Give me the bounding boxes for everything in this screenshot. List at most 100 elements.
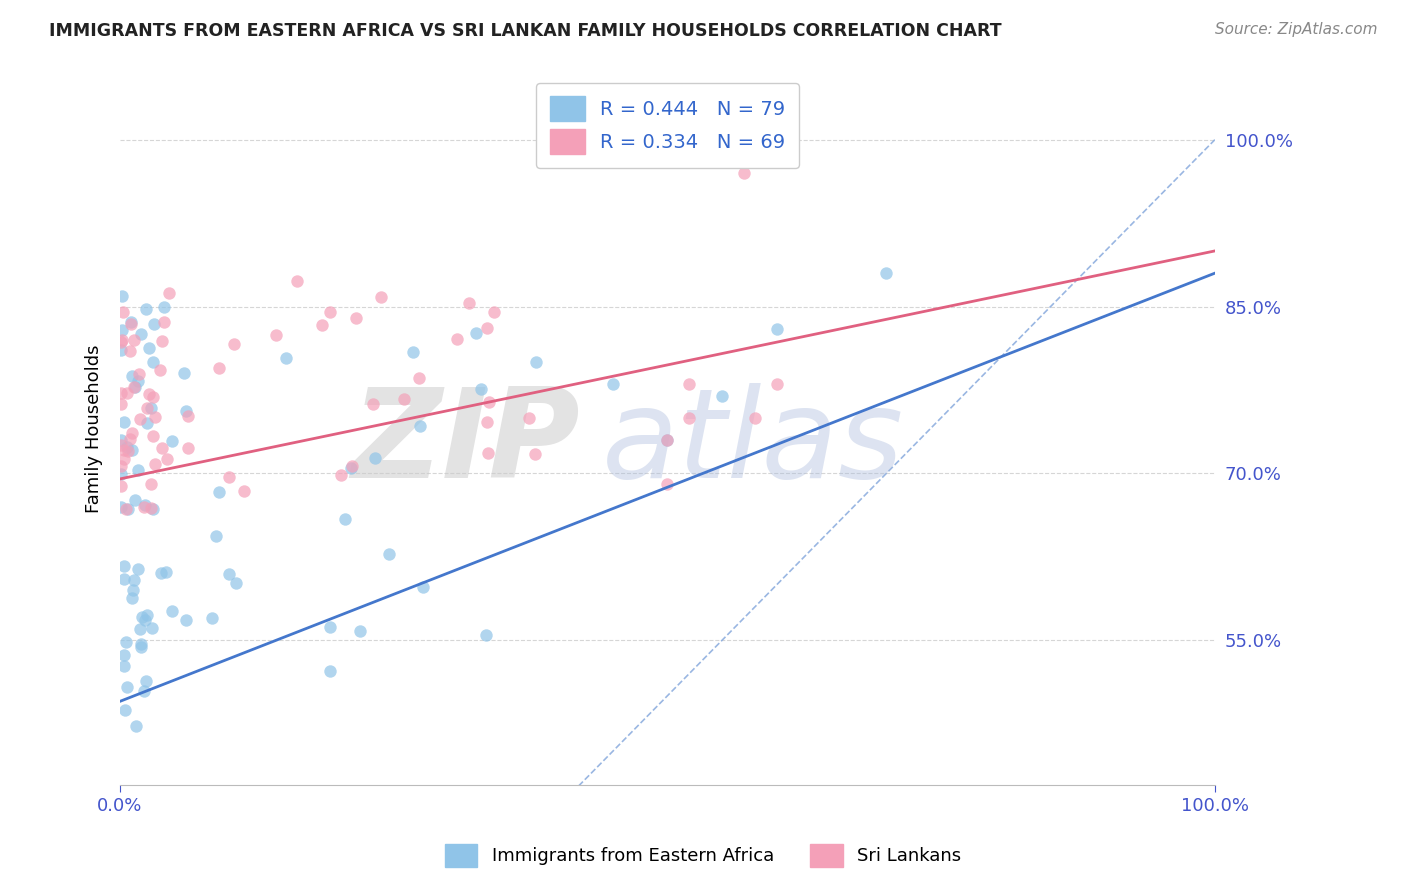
Point [129,636,152,650]
Point [131,610,153,624]
Point [122,582,145,597]
Point [112,416,135,430]
Point [157,286,180,301]
Point [120,318,142,332]
Point [143,457,166,471]
Point [225,575,247,590]
Point [142,429,165,443]
Point [264,328,287,343]
Point [110,479,132,493]
Point [149,363,172,377]
Point [141,621,163,635]
Point [115,385,138,400]
Point [349,624,371,639]
Point [134,683,156,698]
Point [114,648,136,663]
Point [364,450,387,465]
Point [233,484,256,499]
Point [177,409,200,423]
Point [129,326,152,341]
Point [128,367,150,381]
Point [657,433,679,447]
Point [177,441,200,455]
Point [744,410,766,425]
Point [124,492,146,507]
Point [766,322,789,336]
Point [120,432,142,446]
Point [150,334,173,349]
Point [136,608,159,623]
Point [311,318,333,332]
Point [111,323,134,337]
Point [112,305,135,319]
Point [733,166,755,180]
Point [319,305,342,319]
Point [121,591,143,606]
Point [118,344,141,359]
Point [134,613,156,627]
Point [111,289,134,303]
Text: atlas: atlas [602,383,904,504]
Point [139,401,162,416]
Point [378,547,401,561]
Point [657,433,679,447]
Point [524,446,547,460]
Point [678,377,700,392]
Point [141,500,163,515]
Point [482,305,505,319]
Point [470,382,492,396]
Point [117,680,139,694]
Point [402,345,425,359]
Point [125,719,148,733]
Point [134,500,156,514]
Point [153,315,176,329]
Point [142,354,165,368]
Point [173,367,195,381]
Point [153,300,176,314]
Point [340,461,363,475]
Point [142,317,165,331]
Point [110,397,132,411]
Point [110,467,132,481]
Point [218,567,240,582]
Point [129,640,152,655]
Point [110,433,132,447]
Point [205,529,228,543]
Point [875,266,897,280]
Legend: R = 0.444   N = 79, R = 0.334   N = 69: R = 0.444 N = 79, R = 0.334 N = 69 [536,83,799,168]
Point [142,391,165,405]
Point [408,370,430,384]
Point [135,301,157,316]
Point [112,572,135,586]
Point [142,501,165,516]
Point [766,377,789,392]
Point [122,573,145,587]
Point [156,451,179,466]
Point [711,388,734,402]
Point [174,613,197,627]
Point [129,622,152,636]
Point [110,343,132,357]
Point [201,611,224,625]
Point [285,274,308,288]
Point [155,565,177,579]
Point [121,425,143,440]
Text: Source: ZipAtlas.com: Source: ZipAtlas.com [1215,22,1378,37]
Point [110,438,132,452]
Point [478,395,501,409]
Point [657,477,679,491]
Point [208,360,231,375]
Point [394,392,416,406]
Point [602,377,624,392]
Point [475,628,498,642]
Point [149,566,172,580]
Point [122,333,145,347]
Point [115,440,138,454]
Point [218,470,240,484]
Point [162,603,184,617]
Point [370,290,392,304]
Point [136,417,159,431]
Point [412,580,434,594]
Point [139,476,162,491]
Point [174,404,197,418]
